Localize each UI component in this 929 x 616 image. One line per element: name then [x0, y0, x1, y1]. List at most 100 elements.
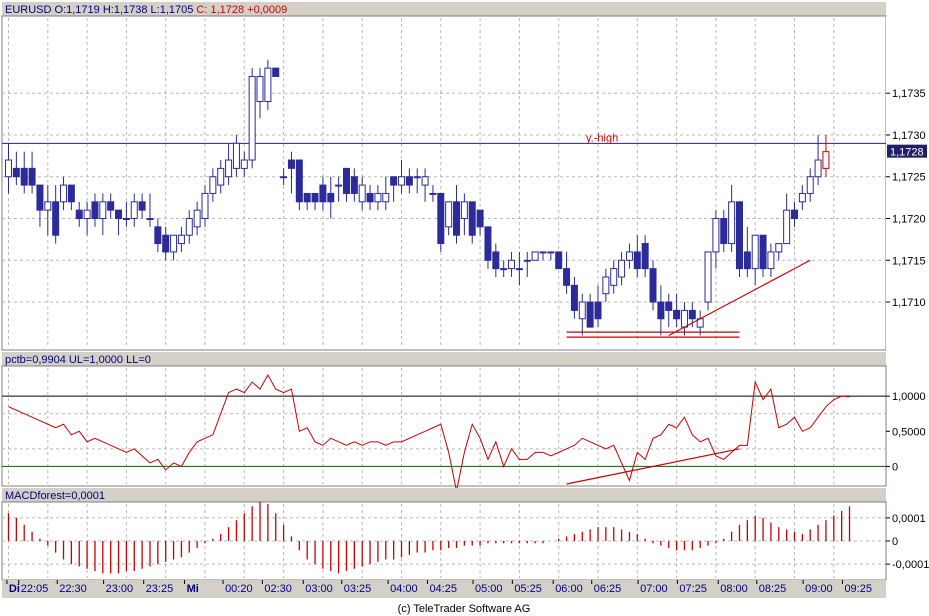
time-tick-label: 08:00 — [720, 583, 748, 595]
candle-body — [398, 176, 405, 186]
candle — [437, 192, 445, 252]
candle-body — [75, 209, 83, 220]
candle-body — [468, 201, 476, 236]
time-tick-label: 09:25 — [844, 583, 872, 595]
candle-body — [563, 268, 571, 286]
candle — [798, 185, 806, 211]
candle-body — [680, 309, 688, 328]
price-tick-label: 1,1715 — [892, 255, 926, 267]
pctb-gridlines — [2, 368, 886, 484]
time-tick-label: 05:25 — [514, 583, 542, 595]
candle — [130, 193, 138, 227]
time-tick-label: 09:00 — [805, 583, 833, 595]
candle — [453, 185, 461, 244]
candle-body — [492, 251, 500, 270]
candle — [374, 185, 382, 211]
candle — [295, 159, 303, 211]
time-tick-label: 06:25 — [594, 583, 622, 595]
time-axis-bar — [2, 580, 886, 598]
candle-body — [688, 309, 696, 320]
candle — [641, 235, 649, 277]
candle — [99, 193, 107, 236]
candle — [193, 201, 201, 236]
candle — [618, 251, 626, 286]
candle-body — [539, 251, 547, 254]
candle-body — [138, 201, 146, 211]
candle — [704, 251, 712, 311]
pctb-series-line — [8, 374, 850, 492]
candle — [570, 276, 578, 319]
candle — [311, 192, 319, 211]
candle-body — [500, 268, 508, 271]
time-tick-label: 02:30 — [264, 583, 292, 595]
candle — [107, 193, 115, 219]
candle-body — [170, 234, 178, 253]
candle — [138, 193, 146, 219]
candle-body — [350, 176, 358, 194]
candle-body — [319, 184, 327, 203]
candle — [492, 243, 500, 277]
time-tick-label: 07:25 — [679, 583, 707, 595]
candle — [44, 185, 52, 236]
candle-body — [476, 209, 484, 228]
candle-body — [413, 176, 421, 179]
candle — [264, 59, 272, 110]
candle-body — [358, 184, 366, 203]
candle-body — [36, 184, 44, 211]
price-tick-label: 1,1710 — [892, 297, 926, 309]
time-tick-label: Mi — [187, 583, 199, 595]
time-tick-label: Di — [9, 583, 20, 595]
last-price-label: 1,1728 — [890, 147, 924, 159]
candle — [673, 293, 681, 328]
candle — [319, 176, 327, 211]
pctb-trend-line — [566, 448, 740, 485]
price-tick-label: 1,1735 — [892, 88, 926, 100]
candle — [767, 243, 775, 277]
candle-body — [806, 176, 814, 194]
candle-body — [248, 75, 256, 161]
candle — [720, 210, 728, 252]
candle-body — [256, 75, 264, 103]
candle-body — [240, 159, 248, 169]
candle — [280, 168, 288, 186]
candle — [633, 235, 641, 277]
candle — [303, 192, 311, 211]
price-tick-label: 1,1725 — [892, 172, 926, 184]
candle — [382, 176, 390, 211]
pctb-tick-labels: 1,0000 0,5000 0 — [886, 391, 926, 473]
candle-body — [107, 201, 115, 211]
macd-tick-label: 0 — [892, 536, 898, 548]
candle — [201, 185, 209, 227]
candle-body — [783, 209, 791, 245]
candle-body — [232, 142, 240, 169]
candle-body — [625, 251, 633, 261]
candle — [405, 168, 413, 194]
candle-body — [44, 201, 52, 211]
candle — [484, 226, 492, 269]
candle — [460, 193, 468, 236]
candle-body — [287, 159, 295, 169]
candle — [594, 285, 602, 328]
candle-body — [342, 167, 350, 194]
candle-body — [814, 159, 822, 178]
candle-body — [602, 276, 610, 295]
candle — [445, 201, 453, 236]
candle-body — [193, 209, 201, 228]
candle — [5, 143, 12, 194]
candle-body — [586, 301, 594, 328]
candle — [775, 243, 783, 261]
macd-tick-label: 0,0001 — [892, 513, 926, 525]
candle — [162, 226, 170, 261]
candle-body — [130, 201, 138, 220]
symbol-label: EURUSD — [5, 4, 52, 16]
candle — [759, 234, 767, 277]
candle-body — [115, 209, 123, 220]
candle-body — [735, 201, 743, 270]
candle — [539, 251, 547, 261]
candle-body — [578, 301, 586, 320]
candle — [91, 193, 99, 227]
candle-body — [366, 192, 374, 203]
candle-body — [405, 176, 413, 186]
trend-line — [668, 259, 811, 336]
candle — [728, 185, 736, 252]
